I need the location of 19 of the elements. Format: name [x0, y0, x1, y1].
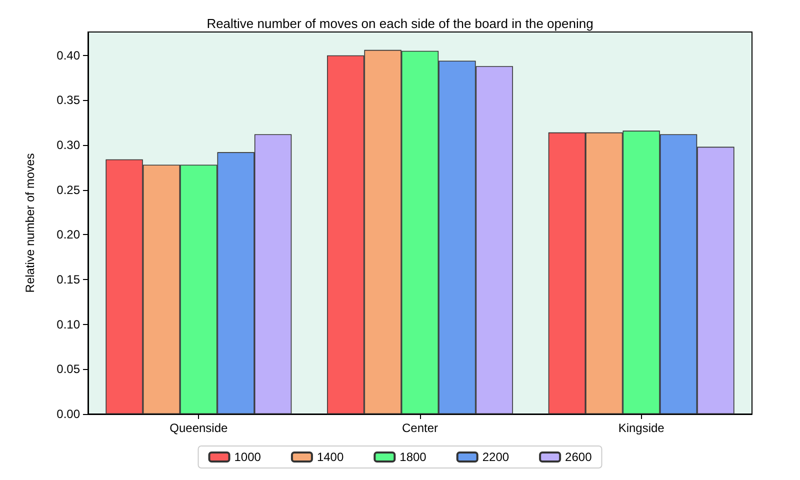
chart-title: Realtive number of moves on each side of the board in the opening	[206, 16, 594, 31]
legend-label: 1400	[316, 450, 344, 464]
x-tick-label: Queenside	[170, 421, 228, 435]
x-tick-label: Kingside	[618, 421, 665, 435]
y-tick-label: 0.10	[56, 317, 80, 332]
x-tick-label: Center	[402, 421, 438, 435]
y-tick-label: 0.30	[56, 138, 80, 152]
y-tick-label: 0.40	[56, 48, 80, 62]
y-tick-label: 0.05	[56, 362, 80, 376]
legend-label: 1000	[234, 450, 262, 464]
y-tick-label: 0.25	[56, 182, 80, 197]
legend-label: 2200	[482, 450, 510, 464]
y-tick-label: 0.15	[56, 272, 80, 286]
y-tick-label: 0.00	[56, 407, 80, 421]
legend-label: 2600	[565, 450, 592, 464]
y-tick-label: 0.35	[56, 93, 80, 108]
legend-label: 1800	[400, 450, 427, 464]
y-tick-label: 0.20	[56, 228, 80, 242]
y-axis-title: Relative number of moves	[23, 153, 37, 293]
